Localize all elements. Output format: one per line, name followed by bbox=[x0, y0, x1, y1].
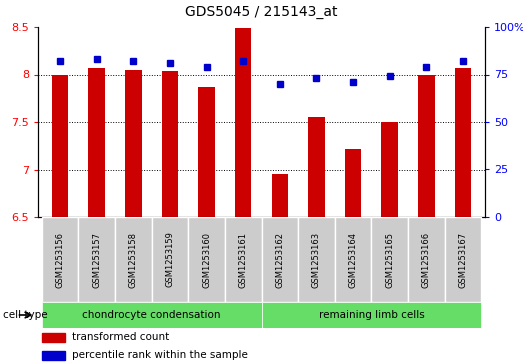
Bar bbox=[235, 28, 252, 217]
Bar bbox=[308, 117, 325, 217]
Text: cell type: cell type bbox=[3, 310, 47, 320]
Text: remaining limb cells: remaining limb cells bbox=[319, 310, 424, 320]
Bar bbox=[408, 217, 445, 302]
Bar bbox=[42, 333, 65, 342]
Text: transformed count: transformed count bbox=[72, 332, 169, 342]
Text: GSM1253157: GSM1253157 bbox=[92, 232, 101, 287]
Bar bbox=[262, 217, 298, 302]
Bar bbox=[445, 217, 481, 302]
Text: GSM1253164: GSM1253164 bbox=[349, 232, 358, 287]
Bar bbox=[455, 68, 471, 217]
Bar bbox=[88, 68, 105, 217]
Bar bbox=[335, 217, 371, 302]
Text: GSM1253166: GSM1253166 bbox=[422, 232, 431, 287]
Bar bbox=[262, 302, 481, 328]
Text: GSM1253167: GSM1253167 bbox=[459, 232, 468, 287]
Text: percentile rank within the sample: percentile rank within the sample bbox=[72, 350, 247, 360]
Text: GSM1253161: GSM1253161 bbox=[238, 232, 248, 287]
Text: GSM1253156: GSM1253156 bbox=[55, 232, 64, 287]
Text: chondrocyte condensation: chondrocyte condensation bbox=[82, 310, 221, 320]
Bar bbox=[225, 217, 262, 302]
Bar bbox=[345, 148, 361, 217]
Text: GSM1253162: GSM1253162 bbox=[275, 232, 285, 287]
Text: GSM1253165: GSM1253165 bbox=[385, 232, 394, 287]
Bar bbox=[42, 302, 262, 328]
Bar bbox=[188, 217, 225, 302]
Bar bbox=[78, 217, 115, 302]
Text: GSM1253158: GSM1253158 bbox=[129, 232, 138, 287]
Bar bbox=[198, 87, 215, 217]
Bar bbox=[52, 76, 68, 217]
Bar bbox=[162, 71, 178, 217]
Text: GSM1253163: GSM1253163 bbox=[312, 232, 321, 287]
Bar bbox=[298, 217, 335, 302]
Bar bbox=[271, 174, 288, 217]
Text: GSM1253159: GSM1253159 bbox=[165, 232, 174, 287]
Bar bbox=[152, 217, 188, 302]
Bar bbox=[381, 122, 398, 217]
Bar bbox=[42, 217, 78, 302]
Bar bbox=[125, 70, 142, 217]
Bar bbox=[418, 76, 435, 217]
Text: GDS5045 / 215143_at: GDS5045 / 215143_at bbox=[185, 5, 338, 19]
Bar bbox=[115, 217, 152, 302]
Text: GSM1253160: GSM1253160 bbox=[202, 232, 211, 287]
Bar bbox=[42, 351, 65, 359]
Bar bbox=[371, 217, 408, 302]
